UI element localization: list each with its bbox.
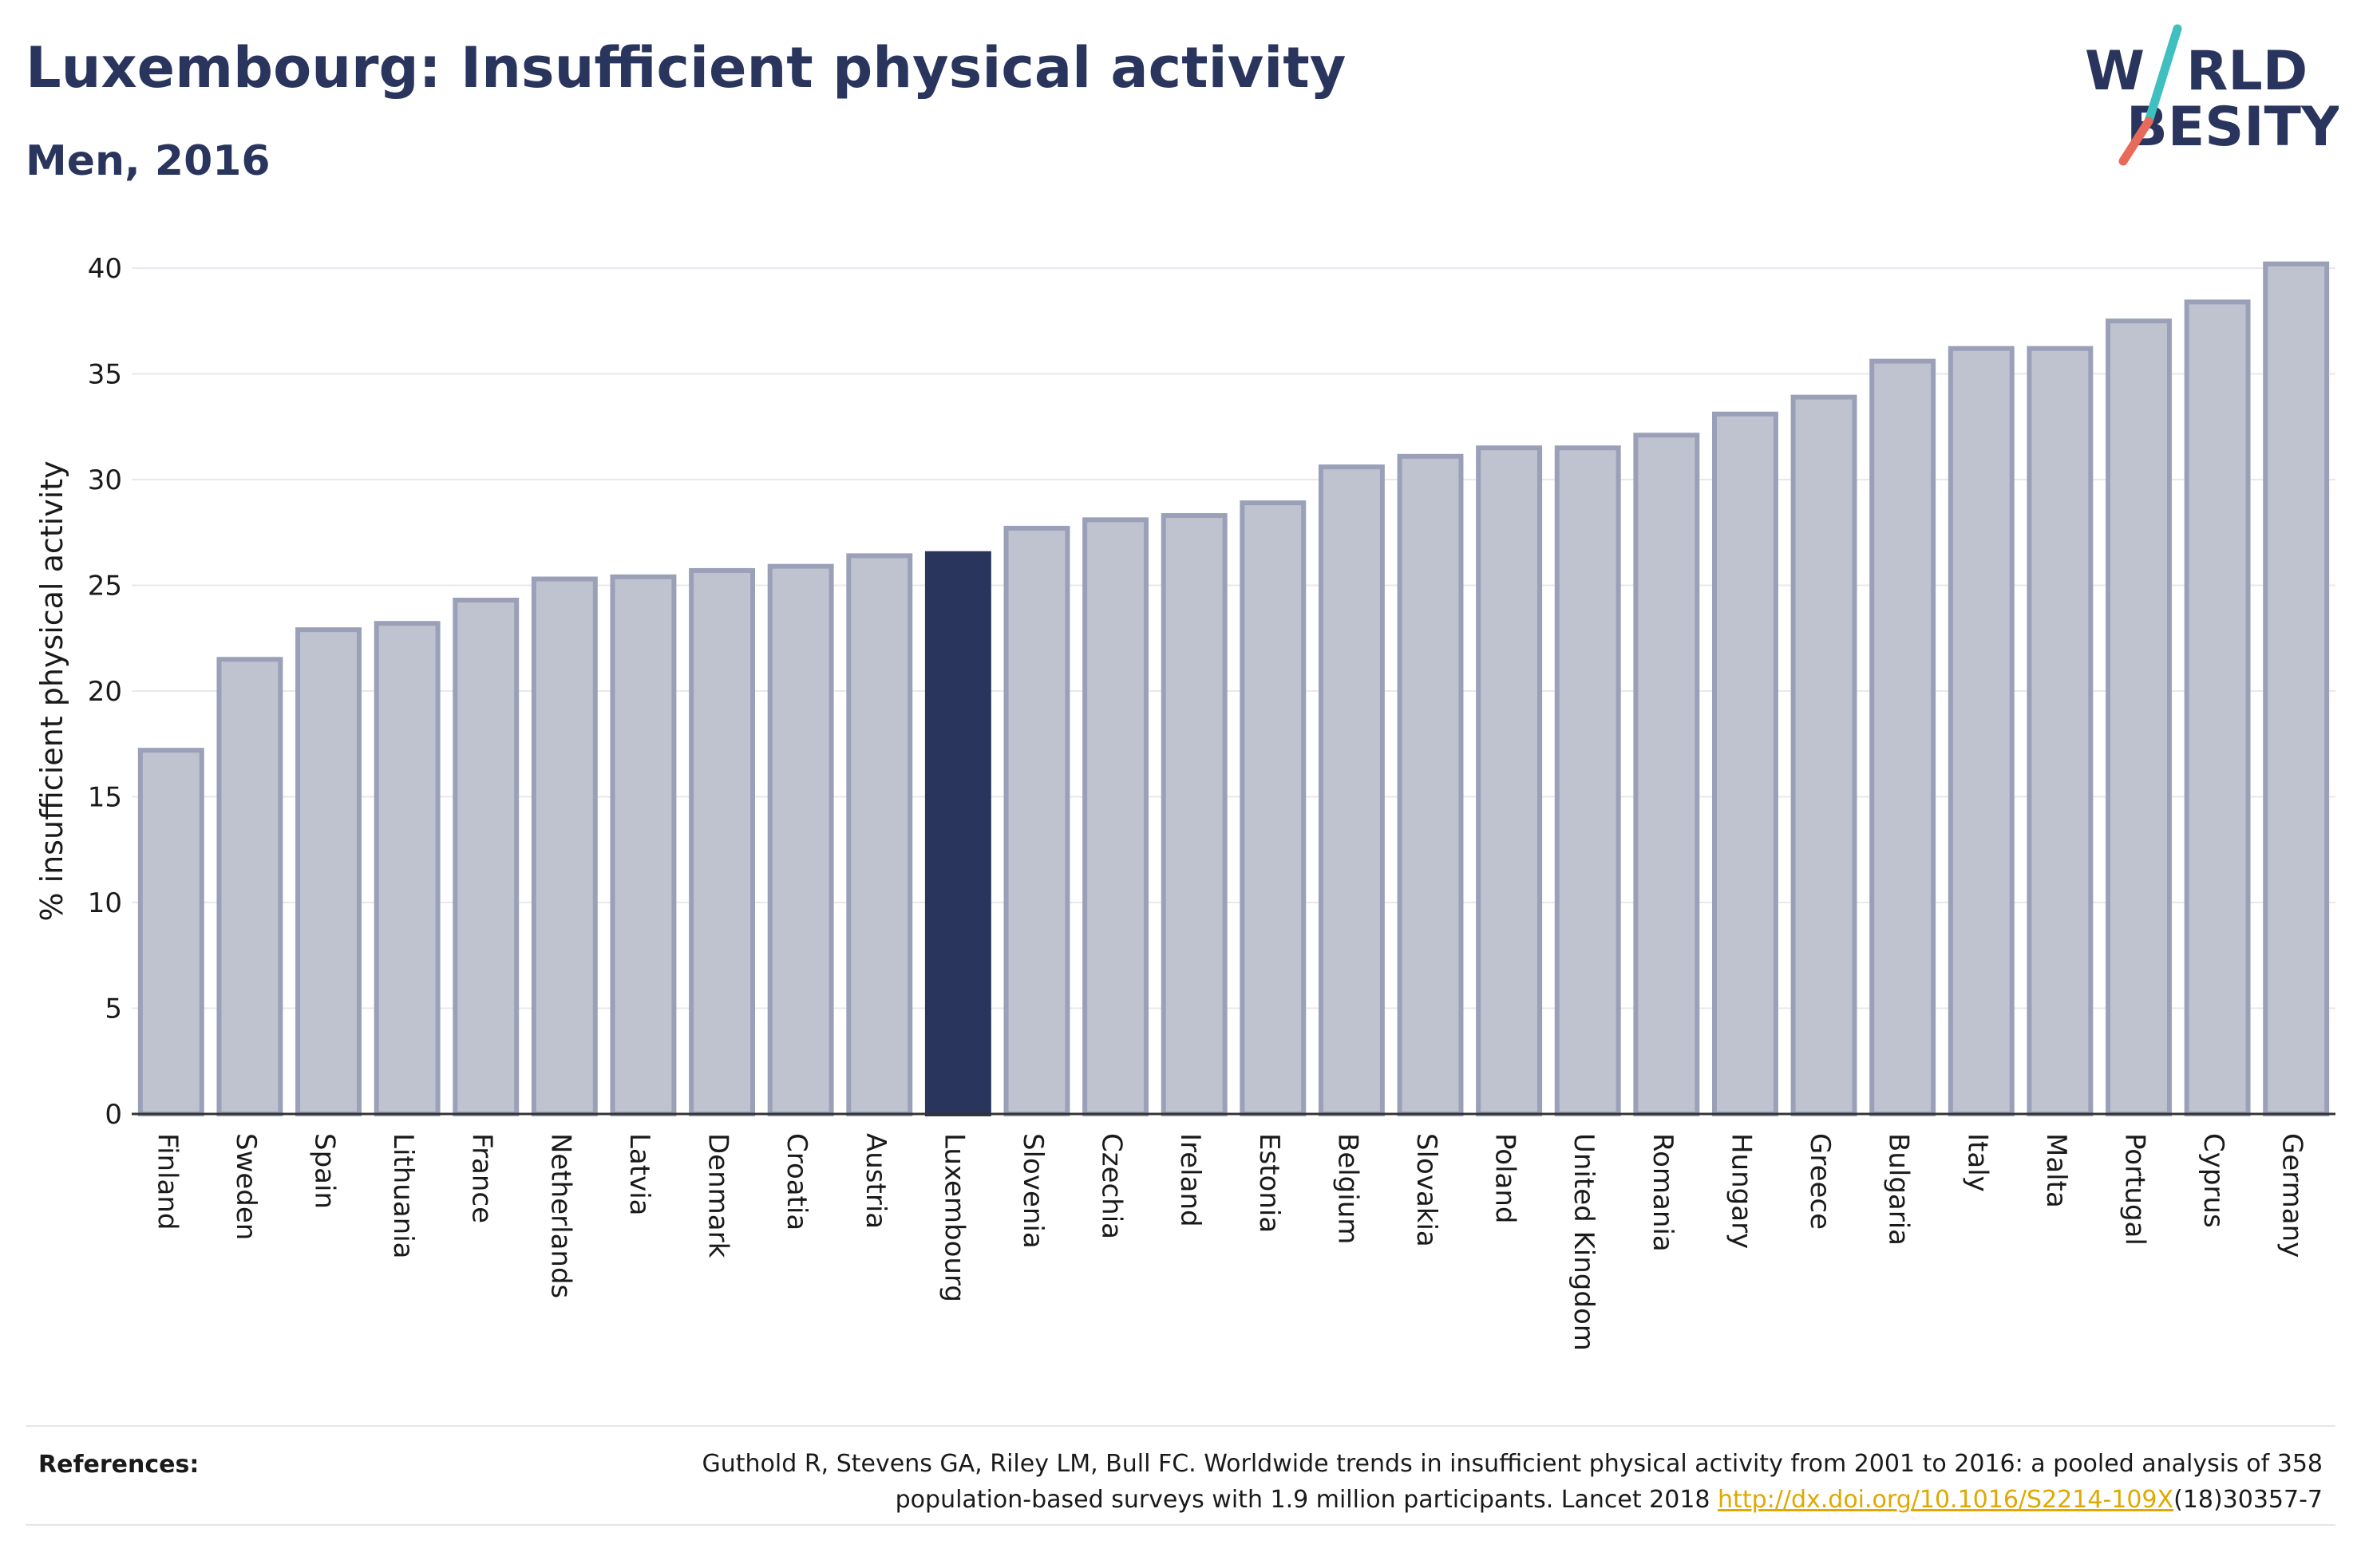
y-tick-label: 5: [105, 993, 122, 1025]
bar-france[interactable]: [453, 598, 520, 1116]
page-title: Luxembourg: Insufficient physical activi…: [26, 35, 1347, 101]
references-divider-top: [26, 1425, 2335, 1427]
bars: [137, 261, 2330, 1117]
logo-slash-top-icon: [2144, 24, 2182, 126]
x-tick-label: Slovakia: [1410, 1133, 1442, 1247]
x-tick-label: Sweden: [230, 1133, 262, 1240]
y-tick-label: 0: [105, 1099, 122, 1131]
bar-chart: 0 5 10 15 20 25 30 35 40 Finland Sweden Spain Lithu…: [34, 253, 2335, 1351]
x-tick-label: Ireland: [1174, 1133, 1206, 1227]
world-obesity-logo: W RLD BESITY: [2085, 24, 2339, 166]
bar-finland[interactable]: [137, 748, 204, 1116]
y-tick-label: 10: [88, 887, 122, 919]
bar-poland[interactable]: [1476, 445, 1543, 1116]
bar-latvia[interactable]: [610, 574, 677, 1116]
references-text: Guthold R, Stevens GA, Riley LM, Bull FC…: [567, 1446, 2323, 1518]
x-tick-label: Latvia: [623, 1133, 655, 1216]
bar-ireland[interactable]: [1161, 513, 1228, 1116]
logo-slash-bottom-icon: [2118, 117, 2153, 166]
bar-denmark[interactable]: [689, 567, 756, 1116]
x-tick-label: Netherlands: [544, 1133, 576, 1298]
x-tick-label: Slovenia: [1017, 1133, 1049, 1249]
y-axis-title: % insufficient physical activity: [34, 460, 69, 921]
bar-italy[interactable]: [1948, 346, 2015, 1116]
bar-luxembourg[interactable]: [924, 551, 991, 1116]
x-tick-label: United Kingdom: [1568, 1133, 1600, 1351]
x-tick-label: Malta: [2040, 1133, 2072, 1208]
bar-portugal[interactable]: [2106, 318, 2172, 1116]
x-tick-label: Czechia: [1096, 1133, 1128, 1239]
references-divider-bottom: [26, 1524, 2335, 1526]
bar-slovakia[interactable]: [1397, 453, 1464, 1116]
page-subtitle: Men, 2016: [26, 137, 271, 185]
x-tick-label: Belgium: [1331, 1133, 1363, 1244]
y-tick-label: 15: [88, 782, 122, 814]
bar-austria[interactable]: [846, 553, 913, 1116]
x-tick-label: Cyprus: [2197, 1133, 2229, 1228]
x-tick-label: Poland: [1489, 1133, 1521, 1224]
x-tick-label: Finland: [151, 1133, 183, 1230]
bar-united-kingdom[interactable]: [1554, 445, 1621, 1116]
x-tick-label: Greece: [1804, 1133, 1836, 1230]
x-tick-label: Denmark: [702, 1133, 734, 1258]
svg-text:BESITY: BESITY: [2126, 96, 2339, 159]
bar-romania[interactable]: [1633, 432, 1700, 1116]
y-tick-label: 25: [88, 571, 122, 602]
bar-belgium[interactable]: [1318, 464, 1385, 1116]
x-tick-label: Croatia: [781, 1133, 813, 1230]
x-tick-label: Bulgaria: [1883, 1133, 1915, 1246]
bar-sweden[interactable]: [216, 657, 283, 1116]
reference-line2-pre: population-based surveys with 1.9 millio…: [895, 1486, 1718, 1514]
bar-estonia[interactable]: [1240, 500, 1307, 1116]
y-tick-label: 30: [88, 464, 122, 496]
y-tick-label: 20: [88, 676, 122, 708]
references-label: References:: [38, 1451, 200, 1479]
x-tick-label: Luxembourg: [938, 1133, 970, 1302]
bar-croatia[interactable]: [767, 563, 834, 1116]
y-axis-ticks: 0 5 10 15 20 25 30 35 40: [88, 253, 122, 1131]
x-tick-label: Portugal: [2118, 1133, 2150, 1246]
x-tick-label: France: [466, 1133, 498, 1223]
logo-line1-post: RLD: [2186, 40, 2308, 103]
reference-line1: Guthold R, Stevens GA, Riley LM, Bull FC…: [702, 1450, 2323, 1478]
reference-doi-link[interactable]: http://dx.doi.org/10.1016/S2214-109X: [1718, 1486, 2174, 1514]
bar-netherlands[interactable]: [531, 576, 598, 1116]
x-tick-label: Estonia: [1253, 1133, 1285, 1233]
bar-malta[interactable]: [2027, 346, 2094, 1116]
x-tick-label: Austria: [860, 1133, 892, 1229]
logo-line2-post: BESITY: [2126, 96, 2339, 159]
bar-cyprus[interactable]: [2184, 299, 2251, 1116]
y-tick-label: 35: [88, 359, 122, 391]
bar-bulgaria[interactable]: [1869, 358, 1936, 1117]
x-axis-labels: Finland Sweden Spain Lithuania France Netherl…: [151, 1133, 2308, 1351]
logo-line1-pre: W: [2085, 40, 2145, 103]
x-tick-label: Germany: [2276, 1133, 2308, 1258]
bar-spain[interactable]: [295, 627, 362, 1116]
y-tick-label: 40: [88, 253, 122, 285]
bar-lithuania[interactable]: [374, 621, 441, 1116]
bar-greece[interactable]: [1790, 394, 1857, 1116]
bar-slovenia[interactable]: [1003, 525, 1070, 1116]
x-tick-label: Spain: [309, 1133, 341, 1209]
bar-czechia[interactable]: [1082, 517, 1149, 1116]
bar-hungary[interactable]: [1711, 411, 1778, 1116]
reference-line2-post: (18)30357-7: [2173, 1486, 2323, 1514]
x-tick-label: Italy: [1961, 1133, 1993, 1192]
bar-germany[interactable]: [2263, 261, 2330, 1117]
x-tick-label: Lithuania: [387, 1133, 419, 1258]
x-tick-label: Hungary: [1725, 1133, 1757, 1249]
x-tick-label: Romania: [1647, 1133, 1679, 1252]
